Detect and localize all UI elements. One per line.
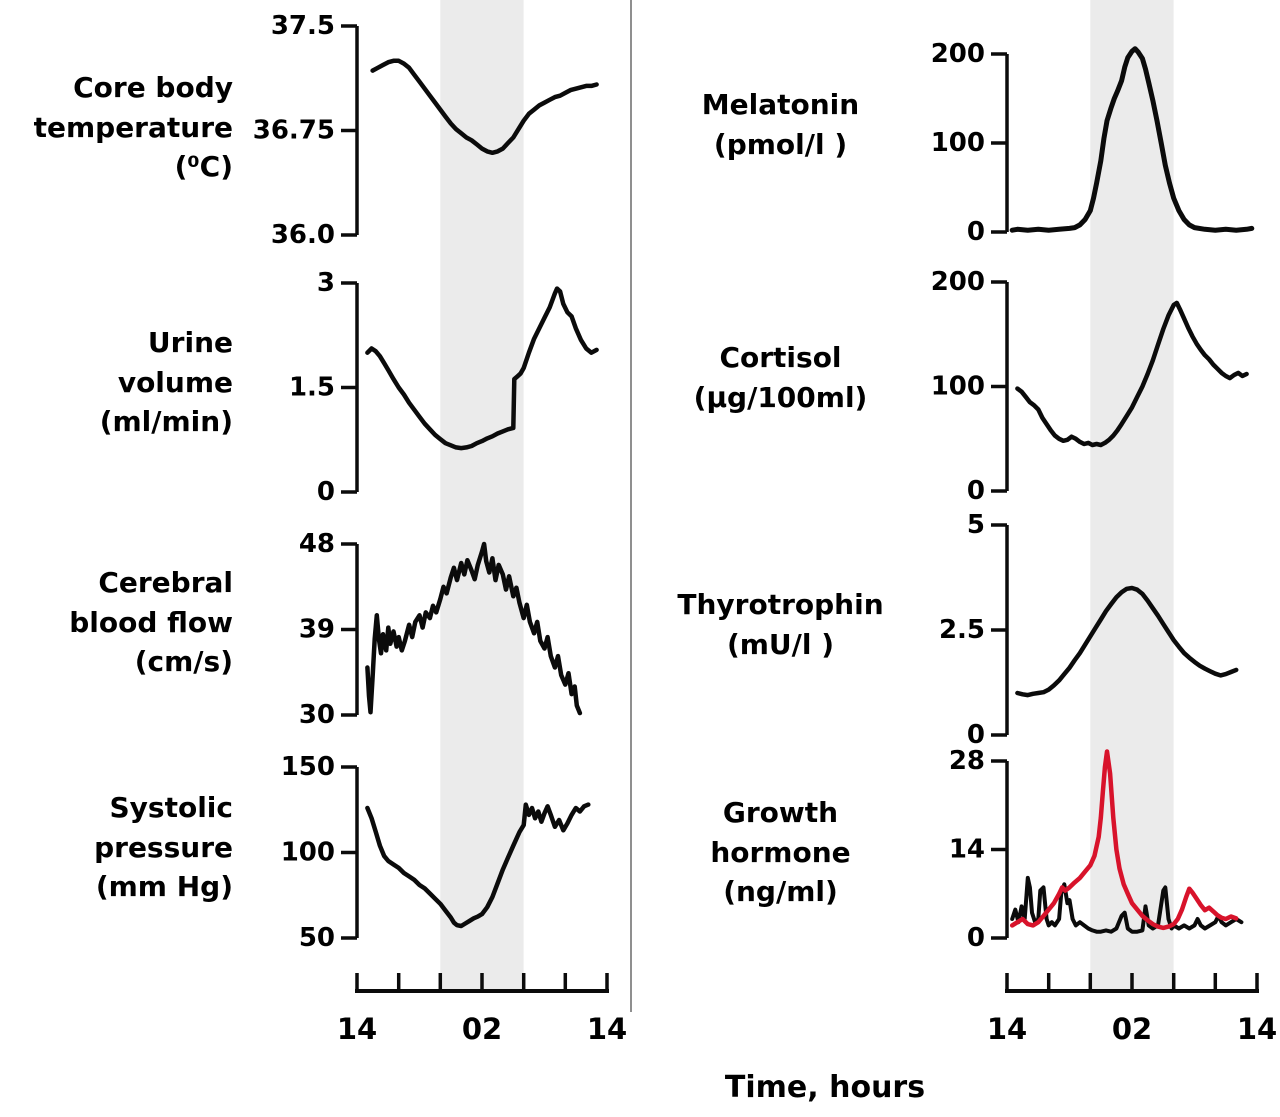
y-tick-label: 100	[281, 838, 335, 868]
panel-thyrotrophin: Thyrotrophin (mU/l ) 5 2.5 0	[650, 505, 1280, 745]
y-tick-label: 3	[317, 268, 335, 298]
left-x-tick-labels: 14 02 14	[245, 1010, 627, 1065]
core-body-temperature-label: Core body temperature (⁰C)	[33, 70, 233, 184]
right-panel-column: Melatonin (pmol/l ) 200 100 0 Cortisol (μg/100…	[650, 0, 1280, 1065]
urine-volume-chart: 31.50	[289, 255, 599, 510]
night-shading	[1090, 505, 1174, 745]
right-x-axis-ruler	[1005, 960, 1259, 993]
y-tick-label: 14	[949, 835, 985, 865]
x-tick-label: 02	[461, 1012, 503, 1046]
right-x-axis	[895, 960, 1280, 1010]
left-x-axis-ruler	[355, 960, 609, 993]
urine-volume-label: Urine volume (ml/min)	[99, 325, 233, 439]
night-shading	[1090, 0, 1174, 250]
y-tick-label: 28	[949, 746, 985, 776]
left-panel-column: Core body temperature (⁰C) 37.5 36.75 36.0 Uri…	[0, 0, 630, 1065]
y-tick-label: 36.0	[271, 220, 335, 250]
y-tick-label: 150	[281, 752, 335, 782]
cortisol-label: Cortisol (μg/100ml)	[693, 340, 868, 414]
panel-cerebral-blood-flow: Cerebral blood flow (cm/s) 48 39 30	[0, 510, 630, 735]
growth-hormone-label: Growth hormone (ng/ml)	[710, 795, 851, 909]
systolic-pressure-curve	[365, 802, 591, 929]
y-tick-label: 0	[967, 923, 985, 953]
thyrotrophin-curve	[1015, 585, 1239, 698]
y-tick-label: 30	[299, 700, 335, 730]
y-tick-label: 36.75	[253, 116, 335, 146]
core-body-temperature-chart: 37.5 36.75 36.0	[253, 0, 599, 255]
x-axis-title: Time, hours	[724, 1070, 926, 1105]
y-tick-label: 5	[967, 510, 985, 540]
growth-hormone-red-curve	[1009, 749, 1239, 931]
systolic-pressure-label: Systolic pressure (mm Hg)	[94, 790, 233, 904]
y-tick-label: 0	[967, 217, 985, 247]
melatonin-label: Melatonin (pmol/l )	[701, 88, 860, 161]
cortisol-chart: 200 100 0	[931, 250, 1249, 505]
y-tick-label: 50	[299, 923, 335, 953]
x-tick-label: 14	[586, 1012, 628, 1046]
thyrotrophin-label: Thyrotrophin (mU/l )	[677, 588, 884, 661]
cortisol-curve	[1015, 300, 1249, 448]
thyrotrophin-chart: 52.50	[939, 505, 1239, 745]
melatonin-chart: 200 100 0	[931, 0, 1255, 250]
y-tick-label: 2.5	[939, 615, 985, 645]
growth-hormone-chart: 28 14 0	[949, 745, 1244, 960]
cerebral-blood-flow-curve	[365, 541, 583, 716]
panel-melatonin: Melatonin (pmol/l ) 200 100 0	[650, 0, 1280, 250]
y-tick-label: 37.5	[271, 11, 335, 41]
urine-volume-curve	[365, 286, 599, 451]
right-x-tick-labels: 14 02 14	[895, 1010, 1277, 1065]
column-divider	[630, 0, 632, 1012]
panel-systolic-pressure: Systolic pressure (mm Hg) 150 100 50	[0, 735, 630, 960]
panel-cortisol: Cortisol (μg/100ml) 200 100 0	[650, 250, 1280, 505]
melatonin-curve	[1009, 46, 1255, 233]
panel-core-body-temperature: Core body temperature (⁰C) 37.5 36.75 36.0	[0, 0, 630, 255]
y-tick-label: 100	[931, 128, 985, 158]
y-tick-label: 0	[967, 476, 985, 505]
core-body-temperature-curve	[370, 58, 599, 156]
y-tick-label: 200	[931, 39, 985, 69]
left-x-axis	[245, 960, 630, 1010]
y-tick-label: 39	[299, 615, 335, 645]
cerebral-blood-flow-label: Cerebral blood flow (cm/s)	[69, 565, 233, 679]
night-shading	[1090, 250, 1174, 505]
x-tick-label: 14	[336, 1012, 378, 1046]
y-tick-label: 48	[299, 529, 335, 559]
y-tick-label: 0	[317, 477, 335, 507]
y-tick-label: 1.5	[289, 373, 335, 403]
y-tick-label: 200	[931, 267, 985, 297]
y-tick-label: 0	[967, 720, 985, 745]
night-shading	[440, 255, 524, 510]
cerebral-blood-flow-chart: 48 39 30	[299, 510, 583, 735]
growth-hormone-black-curve	[1010, 875, 1244, 934]
x-tick-label: 14	[986, 1012, 1028, 1046]
systolic-pressure-chart: 150 100 50	[281, 735, 591, 960]
x-tick-label: 14	[1236, 1012, 1278, 1046]
x-tick-label: 02	[1111, 1012, 1153, 1046]
panel-growth-hormone: Growth hormone (ng/ml) 28 14 0	[650, 745, 1280, 960]
y-tick-label: 100	[931, 372, 985, 402]
panel-urine-volume: Urine volume (ml/min) 3 1.5 0	[0, 255, 630, 510]
